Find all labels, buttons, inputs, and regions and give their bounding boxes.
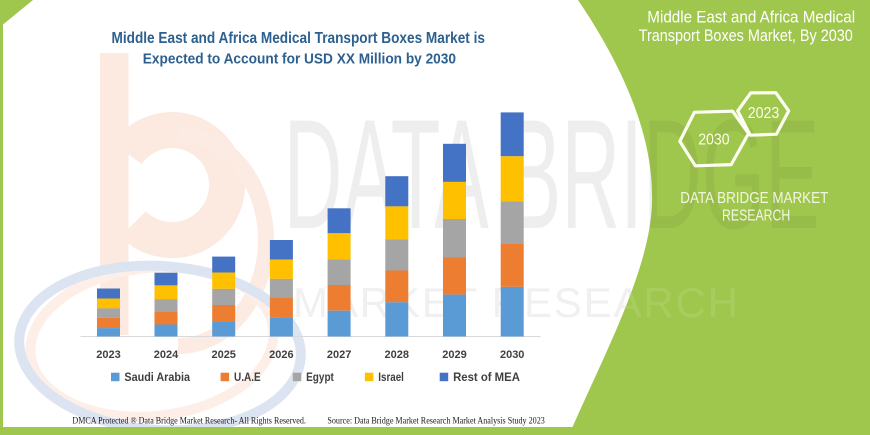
- svg-text:2030: 2030: [500, 349, 524, 361]
- svg-text:2029: 2029: [442, 349, 466, 361]
- svg-text:2024: 2024: [154, 349, 179, 361]
- svg-text:Saudi Arabia: Saudi Arabia: [124, 370, 190, 384]
- svg-text:Expected to Account for USD XX: Expected to Account for USD XX Million b…: [143, 50, 456, 67]
- svg-text:Source: Data Bridge Market Res: Source: Data Bridge Market Research Mark…: [327, 415, 544, 426]
- svg-text:Israel: Israel: [378, 370, 404, 384]
- svg-text:2026: 2026: [269, 349, 293, 361]
- svg-text:DATA BRIDGE MARKET: DATA BRIDGE MARKET: [680, 190, 828, 207]
- svg-text:2025: 2025: [211, 349, 235, 361]
- svg-text:U.A.E: U.A.E: [234, 370, 261, 384]
- svg-text:Egypt: Egypt: [306, 370, 334, 384]
- svg-text:Middle East and Africa Medical: Middle East and Africa Medical Transport…: [112, 30, 486, 47]
- svg-text:2027: 2027: [327, 349, 351, 361]
- svg-text:Middle East and Africa Medical: Middle East and Africa Medical: [647, 8, 855, 27]
- svg-text:RESEARCH: RESEARCH: [722, 208, 790, 225]
- svg-text:Transport Boxes Market, By 203: Transport Boxes Market, By 2030: [639, 26, 853, 45]
- svg-text:2023: 2023: [96, 349, 120, 361]
- svg-text:2023: 2023: [748, 105, 780, 122]
- svg-text:2028: 2028: [385, 349, 409, 361]
- svg-text:2030: 2030: [698, 131, 730, 148]
- svg-text:Rest of MEA: Rest of MEA: [453, 370, 520, 384]
- svg-text:DMCA Protected ® Data Bridge M: DMCA Protected ® Data Bridge Market Rese…: [72, 416, 306, 427]
